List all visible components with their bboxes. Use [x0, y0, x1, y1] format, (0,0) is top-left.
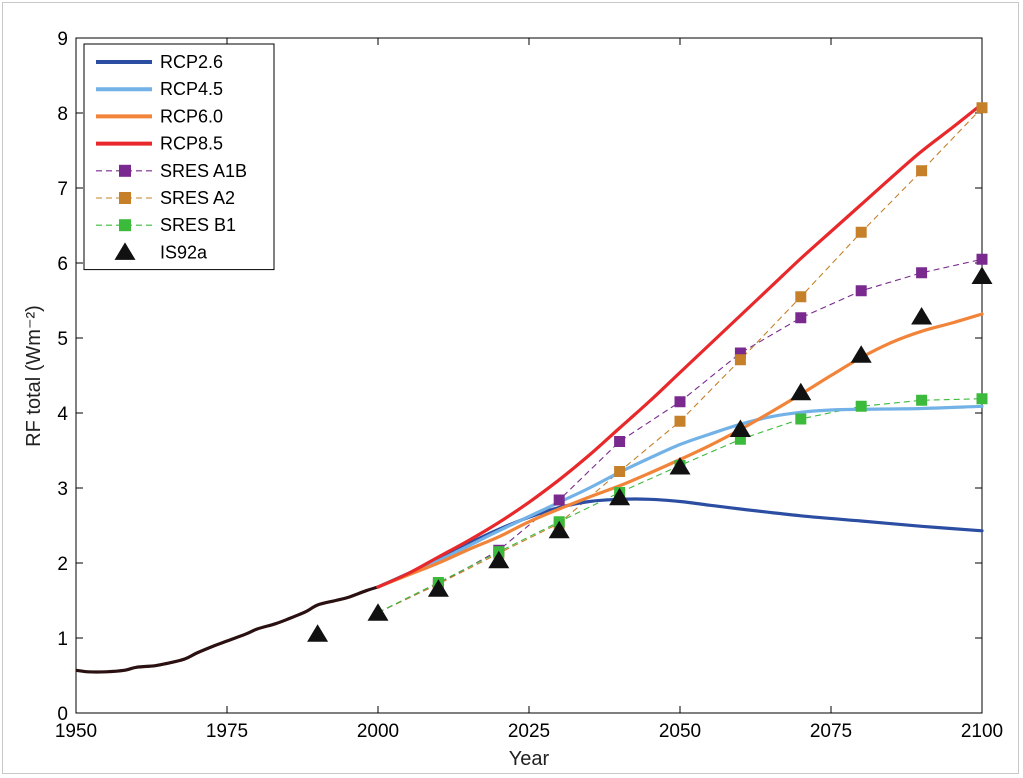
is92a-marker	[367, 603, 389, 621]
y-tick-label: 4	[57, 404, 68, 425]
y-axis-label: RF total (Wm⁻²)	[23, 305, 45, 447]
sres-b1-marker	[734, 433, 746, 445]
legend-label-rcp4-5: RCP4.5	[160, 79, 223, 99]
sres-b1-marker	[916, 394, 928, 406]
legend-label-rcp2-6: RCP2.6	[160, 52, 223, 72]
x-tick-label: 2100	[961, 721, 1003, 742]
x-axis-label: Year	[509, 748, 550, 770]
legend-label-is92a: IS92a	[160, 242, 208, 262]
sres-a2-marker	[734, 354, 746, 366]
is92a-marker	[911, 307, 933, 325]
x-tick-label: 1950	[55, 721, 97, 742]
y-tick-label: 3	[57, 479, 68, 500]
sres-a2-marker	[976, 102, 988, 114]
is92a-marker	[609, 487, 631, 506]
legend-label-sres-a2: SRES A2	[160, 188, 235, 208]
x-tick-label: 2050	[659, 721, 701, 742]
legend-box	[83, 43, 275, 271]
is92a-marker	[548, 520, 570, 539]
y-tick-label: 1	[57, 629, 68, 650]
is92a-marker	[488, 550, 510, 569]
legend-marker-is92a	[114, 242, 136, 260]
is92a-marker	[427, 579, 449, 597]
sres-a2-marker	[795, 291, 807, 303]
is92a-marker	[669, 457, 691, 475]
historical-line	[75, 585, 379, 674]
sres-a1b-marker	[674, 396, 686, 408]
y-tick-label: 8	[57, 104, 68, 125]
y-tick-label: 0	[57, 704, 68, 725]
legend-marker-sres-b1	[119, 219, 131, 232]
rcp4-5-line	[376, 404, 984, 589]
legend: RCP2.6 RCP4.5 RCP6.0 RCP8.5 SRES A1B SRES A2 S…	[83, 43, 275, 271]
sres-b1-marker	[795, 413, 807, 425]
axis-ticks: 1950 1975 2000 2025 2050 2075 2100 0 1 2 3 4 5 6 7 8 9	[55, 29, 1003, 742]
y-tick-label: 5	[57, 329, 68, 350]
sres-a1b-marker	[916, 267, 928, 279]
sres-b1-marker	[976, 393, 988, 405]
x-tick-label: 2000	[357, 721, 399, 742]
legend-label-sres-a1b: SRES A1B	[160, 161, 247, 181]
is92a-marker	[971, 266, 993, 284]
sres-a1b-marker	[855, 285, 867, 297]
x-tick-label: 2075	[810, 721, 852, 742]
sres-a1b-marker	[553, 494, 565, 506]
y-tick-label: 6	[57, 254, 68, 275]
sres-a1b-marker	[614, 436, 626, 447]
sres-a2-marker	[916, 165, 928, 177]
sres-a2-marker	[614, 466, 626, 477]
legend-label-rcp8-5: RCP8.5	[160, 134, 223, 154]
sres-b1-marker	[855, 400, 867, 412]
legend-label-rcp6-0: RCP6.0	[160, 106, 223, 126]
sres-a2-marker	[674, 415, 686, 427]
legend-marker-sres-a1b	[119, 164, 131, 177]
is92a-marker	[790, 382, 812, 401]
series-layer	[75, 102, 993, 674]
sres-a1b-marker	[976, 253, 988, 265]
x-tick-label: 2025	[508, 721, 550, 742]
sres-a2-marker	[855, 226, 867, 238]
rcp8-5-line	[376, 102, 984, 589]
legend-marker-sres-a2	[119, 192, 131, 204]
is92a-marker	[307, 624, 329, 642]
legend-label-sres-b1: SRES B1	[160, 215, 236, 235]
sres-a1b-marker	[734, 347, 746, 359]
is92a-marker	[850, 345, 872, 363]
sres-a1b-marker	[795, 312, 807, 324]
x-tick-label: 1975	[206, 721, 248, 742]
is92a-marker	[729, 419, 751, 437]
y-tick-label: 9	[57, 29, 68, 50]
y-tick-label: 2	[57, 554, 68, 575]
y-tick-label: 7	[57, 179, 68, 200]
